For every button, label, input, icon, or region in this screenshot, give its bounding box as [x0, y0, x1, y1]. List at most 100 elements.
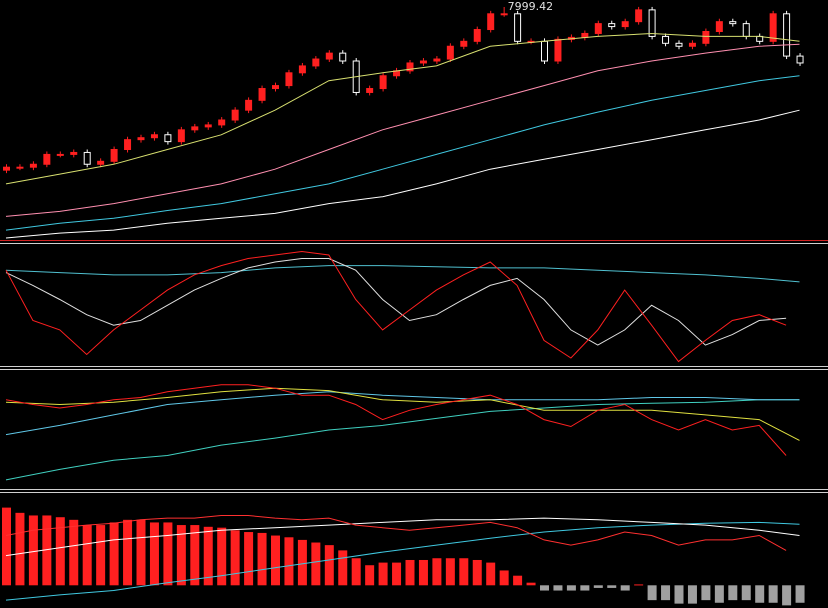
candle-body	[272, 85, 279, 90]
indicator-line	[5, 109, 800, 239]
indicator-line	[5, 517, 800, 557]
candle-body	[446, 45, 454, 60]
indicator-line	[5, 387, 800, 441]
candle-body	[191, 126, 199, 131]
histogram-bar	[42, 515, 52, 586]
candle-body	[662, 35, 670, 44]
candle-body	[366, 88, 374, 93]
candle-body	[460, 40, 468, 47]
indicator-line	[5, 515, 787, 551]
high-label: 7999.42	[508, 0, 554, 13]
histogram-bar	[378, 562, 388, 586]
candle-body	[325, 52, 333, 60]
histogram-bar	[418, 559, 428, 586]
candle-body	[715, 21, 723, 32]
histogram-bar	[620, 585, 630, 591]
candle-body	[729, 21, 737, 25]
candle-body	[621, 21, 629, 28]
histogram-bar	[459, 558, 469, 586]
histogram-bar	[486, 562, 496, 586]
candle-body	[312, 58, 320, 67]
candle-body	[769, 13, 777, 42]
histogram-bar	[96, 525, 106, 586]
candle-body	[554, 38, 562, 62]
candle-body	[473, 29, 481, 42]
candle-body	[137, 137, 145, 141]
histogram-bar	[513, 575, 523, 586]
candle-body	[487, 13, 495, 31]
histogram-bar	[755, 585, 765, 603]
candle-body	[43, 153, 51, 165]
indicator-line	[5, 399, 800, 481]
histogram-bar	[109, 522, 119, 586]
histogram-bar	[230, 530, 240, 586]
histogram-bar	[82, 525, 92, 586]
candle-body	[742, 23, 750, 37]
candle-body	[648, 9, 656, 37]
histogram-bar	[405, 559, 415, 586]
histogram-bar	[203, 526, 213, 586]
indicator-line	[5, 32, 800, 185]
histogram-bar	[634, 584, 644, 586]
histogram-bar	[28, 515, 38, 586]
histogram-bar	[338, 550, 348, 586]
candle-body	[688, 42, 696, 47]
candle-body	[339, 52, 347, 62]
indicator-line	[5, 43, 800, 217]
histogram-bar	[674, 585, 684, 604]
histogram-bar	[687, 585, 697, 604]
candle-body	[218, 119, 226, 126]
indicator-line	[5, 75, 800, 231]
histogram-bar	[768, 585, 778, 603]
candle-body	[608, 23, 616, 28]
candle-body	[83, 151, 91, 165]
candle-body	[56, 153, 64, 156]
candle-body	[204, 124, 212, 128]
histogram-bar	[297, 539, 307, 586]
candle-body	[419, 60, 427, 64]
candle-body	[16, 166, 24, 169]
candle-body	[231, 109, 239, 121]
histogram-bar	[701, 585, 711, 601]
histogram-bar	[15, 512, 25, 586]
histogram-bar	[123, 519, 133, 586]
histogram-bar	[176, 525, 186, 586]
histogram-bar	[351, 558, 361, 586]
histogram-bar	[593, 585, 603, 588]
histogram-bar	[284, 537, 294, 586]
histogram-bar	[324, 545, 334, 586]
candle-body	[702, 31, 710, 44]
candle-body	[433, 58, 441, 62]
histogram-bar	[2, 507, 11, 586]
histogram-bar	[661, 585, 671, 601]
indicator-line	[5, 384, 787, 456]
candle-body	[406, 62, 414, 72]
candle-body	[164, 134, 172, 143]
candle-body	[245, 99, 253, 111]
candle-body	[29, 163, 37, 168]
histogram-bar	[149, 522, 159, 586]
candle-body	[177, 129, 185, 143]
candle-body	[97, 160, 105, 165]
candle-body	[298, 65, 306, 74]
histogram-bar	[55, 517, 65, 586]
histogram-bar	[244, 532, 254, 586]
histogram-bar	[190, 525, 200, 586]
histogram-bar	[136, 519, 146, 586]
histogram-bar	[741, 585, 751, 601]
candle-body	[594, 23, 602, 34]
histogram-bar	[365, 565, 375, 586]
histogram-bar	[445, 558, 455, 586]
histogram-bar	[432, 558, 442, 586]
histogram-bar	[580, 585, 590, 591]
candle-body	[150, 134, 158, 139]
candle-body	[124, 139, 132, 151]
candle-body	[379, 75, 387, 90]
histogram-bar	[257, 532, 267, 586]
histogram-bar	[782, 585, 792, 606]
candle-body	[675, 42, 683, 47]
candle-body	[3, 166, 10, 171]
histogram-bar	[69, 519, 79, 586]
